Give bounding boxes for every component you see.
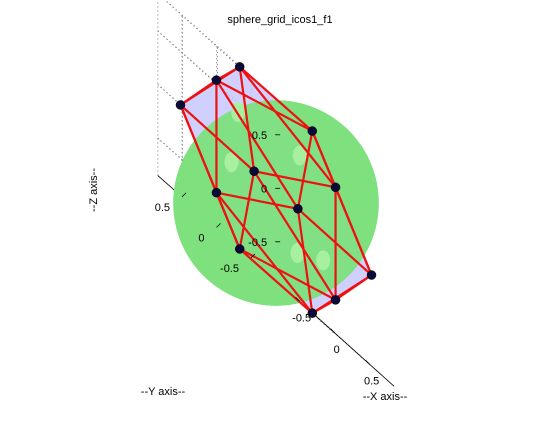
y-tick-label: 0 [198, 232, 204, 244]
y-tick [216, 223, 221, 228]
edge-line [253, 170, 337, 189]
edge-line [238, 65, 337, 189]
vertex-point [211, 187, 222, 198]
x-tick-label: 0 [334, 344, 340, 356]
axis-ticks: -0.5 -0.5 -0.5 0 0 0 0.5 0.5 0.5 [155, 130, 380, 387]
x-tick-label: -0.5 [292, 312, 311, 324]
edge-line [253, 170, 337, 301]
y-tick [181, 192, 187, 198]
x-tick-label: 0.5 [364, 375, 379, 387]
vertex-point [234, 62, 245, 72]
vertex-point [366, 270, 377, 280]
edge-line [238, 65, 314, 133]
vertex-point [175, 100, 186, 110]
z-tick-label: 0.5 [252, 130, 267, 142]
edge-line [215, 191, 314, 315]
icosahedron-vertices [175, 62, 377, 318]
y-tick [250, 253, 256, 259]
edge-line [215, 191, 241, 251]
vertex-point [307, 308, 318, 318]
z-axis-label: --Z axis-- [88, 168, 100, 212]
vertex-point [249, 166, 259, 176]
z-tick-label: -0.5 [248, 237, 267, 249]
sphere-highlight [231, 101, 246, 122]
vertex-point [234, 244, 245, 254]
sphere-highlight [224, 152, 239, 173]
sphere-highlight [316, 250, 331, 271]
edge-line [215, 79, 314, 133]
vertex-point [330, 182, 341, 193]
vertex-point [293, 204, 303, 214]
edge-line [215, 191, 299, 210]
edge-line [238, 65, 256, 173]
x-tick [330, 328, 335, 334]
vertex-point [330, 295, 341, 305]
edge-line [296, 207, 373, 277]
x-tick [295, 297, 300, 302]
edge-line [179, 79, 218, 107]
y-tick-label: -0.5 [220, 263, 239, 275]
edge-line [238, 247, 314, 315]
grid-line [164, 0, 278, 102]
vertex-point [307, 126, 318, 136]
x-axis-label: --X axis-- [363, 391, 408, 403]
icosahedron-faces [173, 66, 379, 314]
edge-line [179, 103, 218, 194]
edge-line [238, 170, 256, 251]
x-tick [365, 360, 370, 365]
y-tick-label: 0.5 [155, 202, 170, 214]
sphere-highlight [290, 242, 305, 263]
sphere-highlight [292, 145, 307, 166]
edge-line [238, 247, 337, 301]
edge-line [334, 186, 373, 277]
vertex-point [211, 75, 222, 85]
z-tick-label: 0 [261, 183, 267, 195]
sphere-front [173, 100, 379, 306]
icosahedron-edges [179, 65, 373, 315]
edge-line [296, 129, 314, 210]
y-axis-label: --Y axis-- [141, 386, 186, 398]
chart-title: sphere_grid_icos1_f1 [227, 14, 332, 26]
edge-line [215, 79, 299, 210]
edge-line [296, 207, 314, 315]
